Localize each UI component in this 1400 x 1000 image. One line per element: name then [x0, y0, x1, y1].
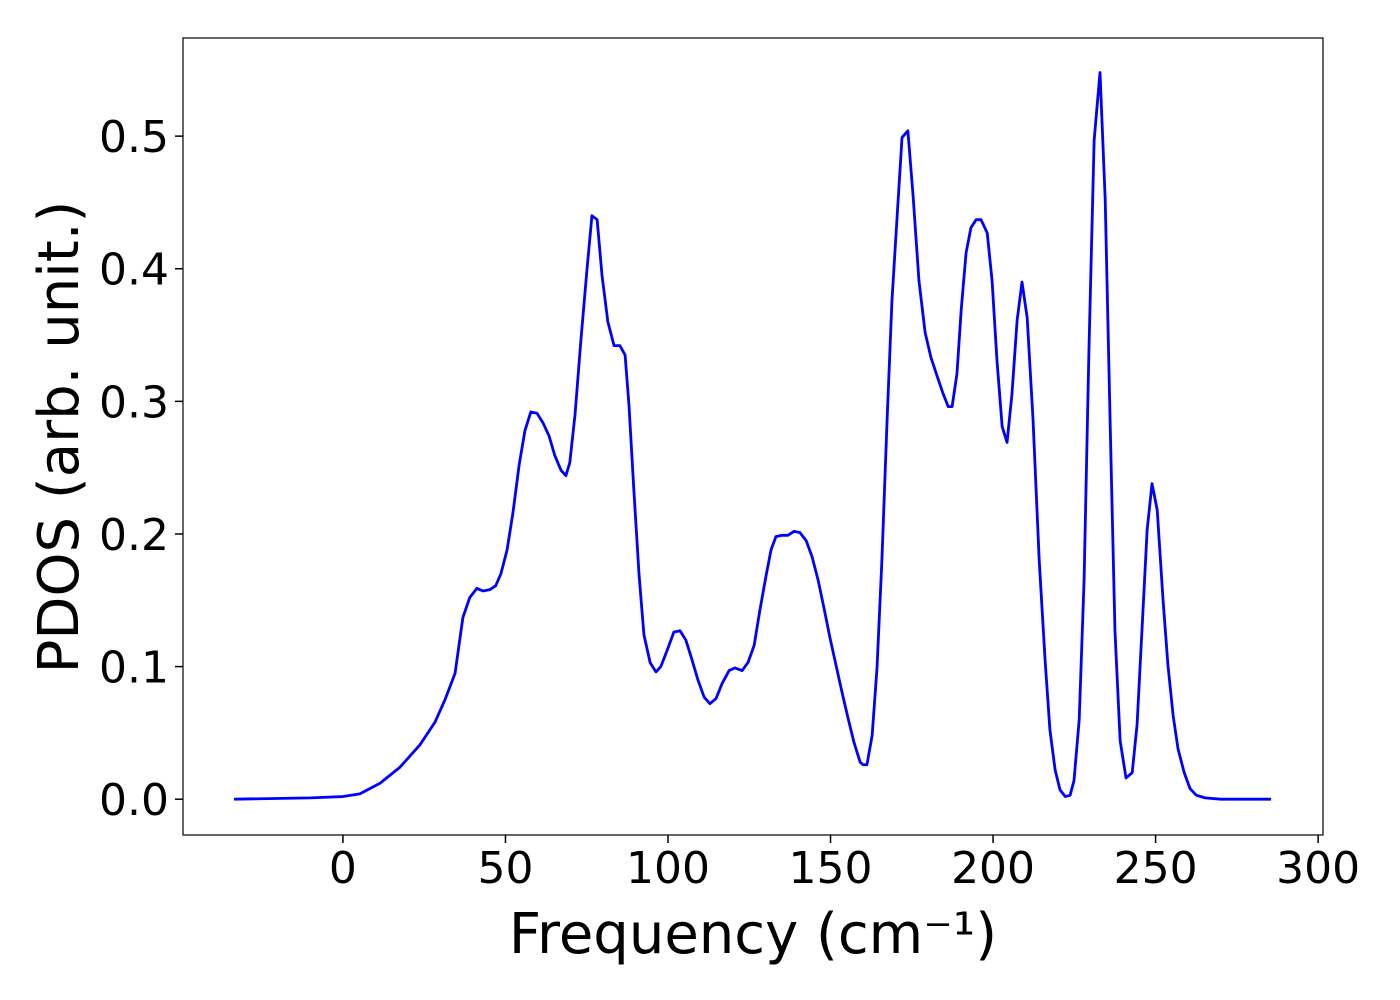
- x-tick-label: 250: [1114, 843, 1198, 894]
- x-axis-label: Frequency (cm⁻¹): [509, 902, 997, 967]
- x-tick-label: 50: [477, 843, 533, 894]
- y-tick-label: 0.3: [99, 377, 169, 428]
- y-tick-label: 0.4: [99, 245, 169, 296]
- x-tick-label: 0: [329, 843, 357, 894]
- x-tick-label: 100: [626, 843, 710, 894]
- y-tick-label: 0.2: [99, 510, 169, 561]
- x-tick-label: 150: [789, 843, 873, 894]
- x-tick-label: 200: [951, 843, 1035, 894]
- data-line: [234, 71, 1271, 801]
- y-tick-label: 0.0: [99, 775, 169, 826]
- plot-frame: [182, 37, 1324, 836]
- x-tick-label: 300: [1276, 843, 1360, 894]
- y-tick-label: 0.5: [99, 112, 169, 163]
- y-axis-label: PDOS (arb. unit.): [27, 201, 92, 674]
- y-tick-label: 0.1: [99, 643, 169, 694]
